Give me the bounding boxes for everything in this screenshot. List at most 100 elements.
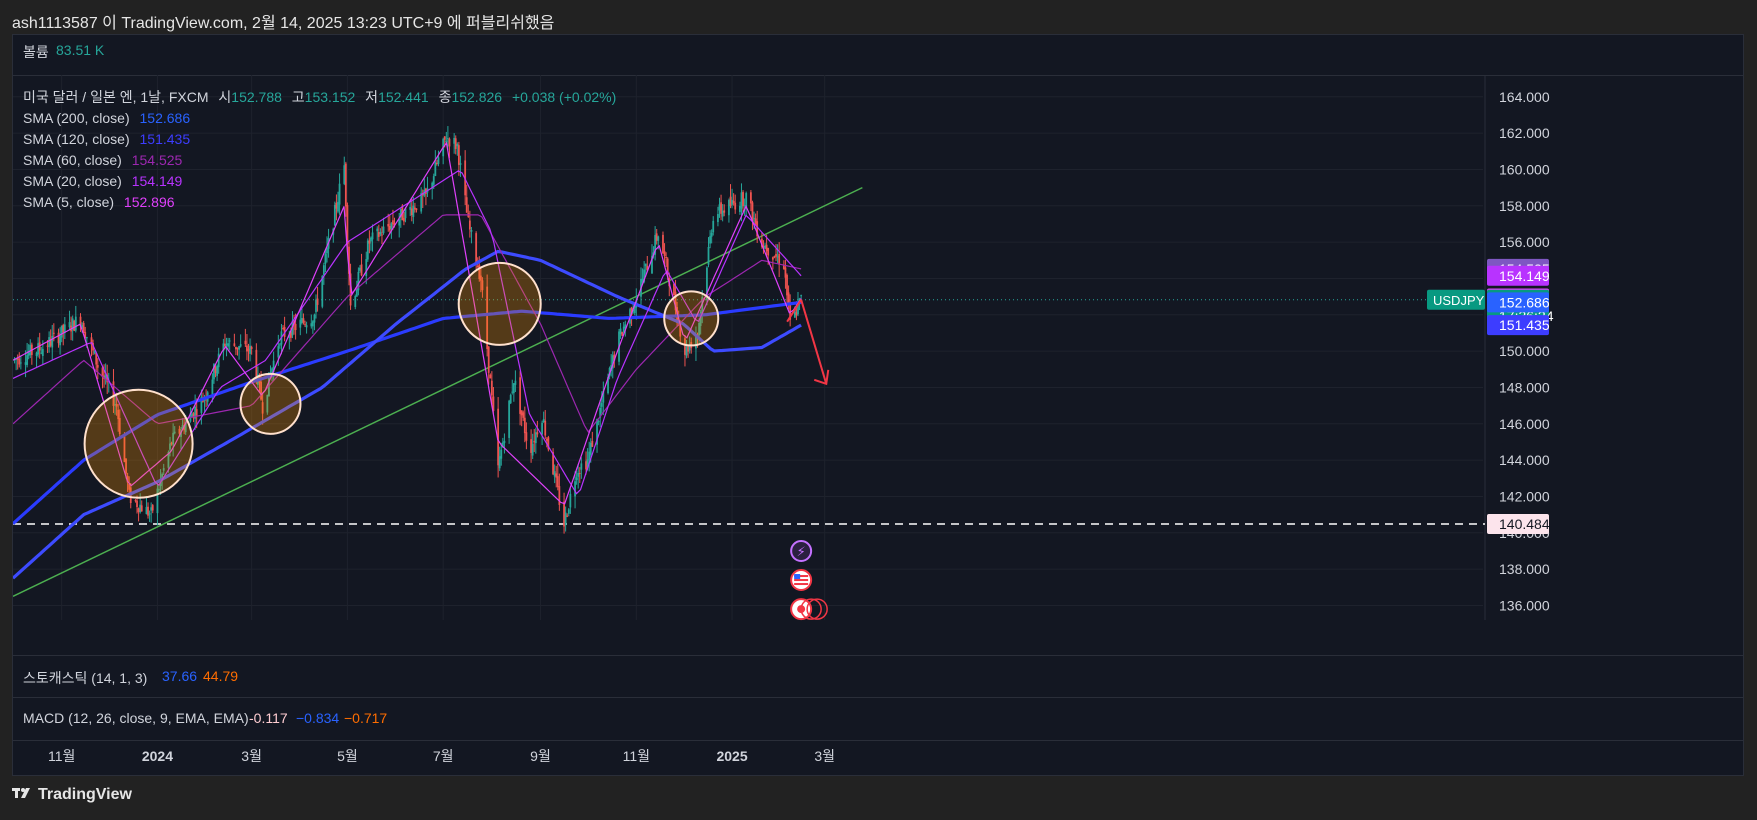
candle-up xyxy=(534,432,537,444)
candle-up xyxy=(104,374,107,380)
candle-up xyxy=(580,463,583,470)
candle-up xyxy=(63,324,66,334)
candle-up xyxy=(139,504,142,513)
candle-down xyxy=(388,225,391,231)
highlight-circle xyxy=(239,372,302,435)
candle-down xyxy=(787,292,790,303)
candle-down xyxy=(16,358,19,360)
candle-up xyxy=(514,380,517,385)
candle-down xyxy=(545,439,548,441)
candle-up xyxy=(445,140,448,143)
candle-up xyxy=(379,231,382,235)
candle-up xyxy=(324,253,327,264)
candle-up xyxy=(600,403,603,407)
x-tick-label: 7월 xyxy=(433,748,454,764)
candle-down xyxy=(381,234,383,236)
candle-down xyxy=(244,340,247,345)
candle-down xyxy=(646,265,649,271)
candle-down xyxy=(729,196,732,207)
candle-up xyxy=(41,348,44,356)
candle-down xyxy=(79,316,82,326)
candle-down xyxy=(547,437,550,450)
sma-120-value: 151.435 xyxy=(139,131,191,147)
publish-header: ash1113587 이 TradingView.com, 2월 14, 202… xyxy=(0,0,1757,36)
candle-up xyxy=(359,267,361,271)
candle-down xyxy=(750,192,752,204)
candle-down xyxy=(84,332,87,339)
sma-20-row[interactable]: SMA (20, close) 154.149 xyxy=(23,171,616,192)
close-label: 종 xyxy=(438,89,452,105)
candle-down xyxy=(178,428,181,434)
us-flag-stripe xyxy=(794,575,809,578)
time-axis[interactable]: 11월 2024 3월 5월 7월 9월 11월 2025 3월 xyxy=(13,739,1743,775)
highlight-circle xyxy=(457,261,542,346)
candle-down xyxy=(348,246,350,274)
candle-down xyxy=(497,408,500,466)
candle-up xyxy=(398,218,401,226)
candle-up xyxy=(354,295,357,307)
candle-down xyxy=(782,265,785,269)
candle-down xyxy=(57,332,60,344)
candle-up xyxy=(311,321,314,327)
candle-down xyxy=(235,346,237,350)
candle-up xyxy=(586,459,589,468)
candle-down xyxy=(762,245,765,248)
candle-up xyxy=(644,263,647,267)
us-flag-stripe xyxy=(794,579,809,582)
candle-up xyxy=(589,442,592,455)
candle-down xyxy=(487,346,490,373)
candle-up xyxy=(409,206,412,210)
candle-up xyxy=(366,240,369,260)
trendline xyxy=(13,186,863,598)
candle-up xyxy=(35,352,38,357)
candle-down xyxy=(613,354,616,361)
candle-down xyxy=(90,337,93,345)
candle-down xyxy=(316,298,319,305)
candle-down xyxy=(46,345,49,347)
sma-200-row[interactable]: SMA (200, close) 152.686 xyxy=(23,108,616,129)
low-value: 152.441 xyxy=(378,89,429,105)
candle-up xyxy=(739,205,741,212)
candle-down xyxy=(118,417,121,434)
sma-200-label: SMA (200, close) xyxy=(23,110,130,126)
candle-down xyxy=(302,318,305,323)
candle-down xyxy=(224,343,226,347)
x-tick-label: 2025 xyxy=(716,748,747,764)
highlight-circle xyxy=(663,290,720,347)
sma-5-row[interactable]: SMA (5, close) 152.896 xyxy=(23,192,616,213)
candle-down xyxy=(214,367,217,374)
candle-up xyxy=(390,223,393,229)
tag-sma200-bg xyxy=(1487,292,1549,313)
brand-footer: TradingView xyxy=(12,786,132,804)
candle-up xyxy=(619,328,622,334)
candle-up xyxy=(745,193,748,209)
candle-up xyxy=(657,236,660,241)
candle-down xyxy=(454,138,457,149)
candle-down xyxy=(773,256,776,258)
candle-down xyxy=(533,440,536,443)
forecast-arrow-lead xyxy=(786,299,802,323)
y-tick-label: 164.000 xyxy=(1499,89,1550,105)
candle-up xyxy=(731,199,733,205)
candle-down xyxy=(236,347,239,350)
sma-60-value: 154.525 xyxy=(131,152,183,168)
candle-up xyxy=(222,343,225,351)
candle-down xyxy=(585,461,587,470)
candle-down xyxy=(523,417,526,434)
sma-line-120 xyxy=(13,249,802,580)
candle-up xyxy=(93,350,96,354)
sma-120-row[interactable]: SMA (120, close) 151.435 xyxy=(23,129,616,150)
sma-20-label: SMA (20, close) xyxy=(23,173,122,189)
y-tick-label: 144.000 xyxy=(1499,452,1550,468)
macd-line: −0.834 xyxy=(296,710,340,726)
candle-up xyxy=(315,299,317,313)
candle-down xyxy=(544,420,547,436)
sma-60-row[interactable]: SMA (60, close) 154.525 xyxy=(23,150,616,171)
candle-up xyxy=(793,309,796,318)
price-chart[interactable]: 164.000162.000160.000158.000156.000154.0… xyxy=(13,75,1743,655)
event-marker-stack xyxy=(800,598,822,620)
candle-down xyxy=(490,380,493,396)
candle-up xyxy=(577,472,580,477)
candle-up xyxy=(288,334,291,338)
candle-up xyxy=(456,144,459,147)
